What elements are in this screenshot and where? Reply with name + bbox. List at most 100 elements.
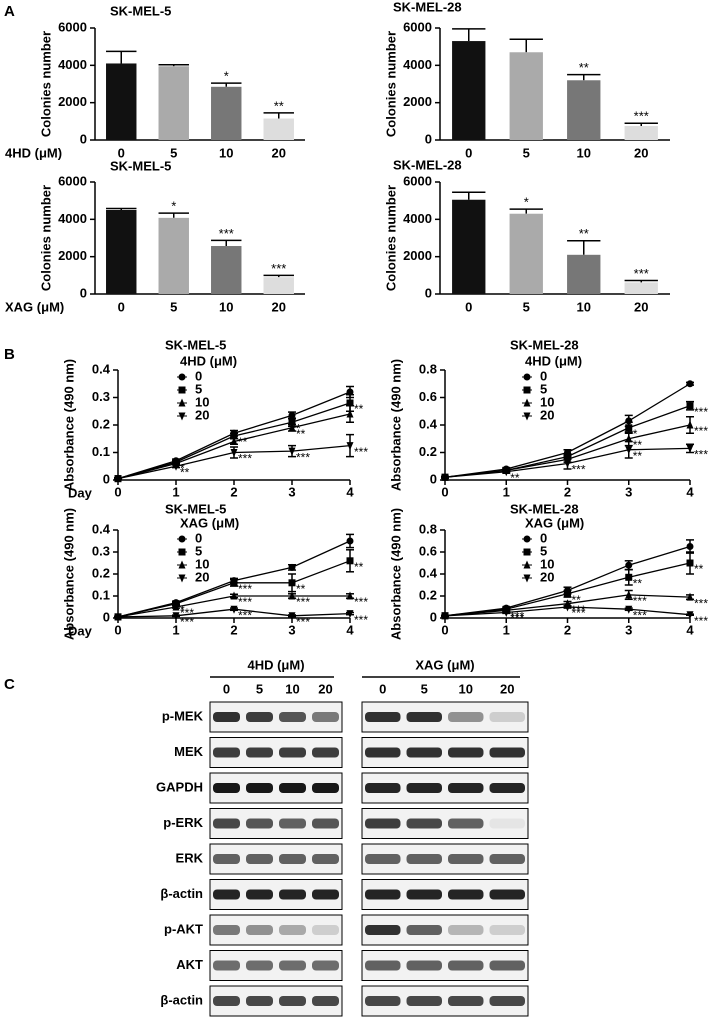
- point-label: ***: [572, 603, 586, 617]
- legend-label: 10: [195, 556, 209, 571]
- point-label: **: [296, 427, 306, 441]
- legend-label: 5: [540, 543, 547, 558]
- band: [365, 854, 401, 864]
- x-tick-label: 5: [523, 299, 530, 314]
- point-label: **: [633, 438, 643, 452]
- x-tick-label: 1: [503, 622, 510, 637]
- band: [406, 747, 442, 758]
- band: [365, 818, 401, 829]
- point-label: **: [572, 593, 582, 607]
- marker: [230, 591, 238, 600]
- point-label: ***: [572, 463, 586, 477]
- band: [406, 712, 442, 722]
- lane-label: 0: [223, 681, 230, 696]
- point-label: **: [633, 449, 643, 463]
- lane-label: 0: [379, 681, 386, 696]
- bar: [567, 80, 601, 140]
- x-tick-label: 20: [634, 145, 648, 160]
- y-tick-label: 0.1: [92, 587, 110, 602]
- marker: [230, 432, 238, 440]
- x-tick-label: 3: [625, 484, 632, 499]
- lane-label: 20: [318, 681, 332, 696]
- marker: [114, 613, 122, 622]
- band: [213, 818, 240, 829]
- row-label: GAPDH: [156, 779, 203, 794]
- lane-label: 20: [500, 681, 514, 696]
- marker: [686, 444, 694, 453]
- lane-label: 5: [421, 681, 428, 696]
- band: [312, 996, 339, 1006]
- point-label: **: [296, 582, 306, 596]
- band: [246, 783, 273, 793]
- marker: [288, 591, 296, 600]
- band: [279, 712, 306, 722]
- marker: [230, 605, 238, 614]
- row-label: ERK: [176, 850, 204, 865]
- bar: [263, 118, 294, 140]
- annotation: ***: [634, 266, 649, 281]
- marker: [686, 402, 694, 410]
- legend-marker: [523, 386, 531, 394]
- band: [448, 996, 484, 1006]
- marker: [686, 592, 694, 601]
- marker: [441, 612, 449, 621]
- band: [489, 996, 525, 1006]
- marker: [114, 475, 122, 484]
- chart-title: SK-MEL-5: [165, 501, 226, 516]
- annotation: **: [579, 226, 589, 241]
- band: [448, 818, 484, 829]
- y-tick-label: 0.2: [419, 444, 437, 459]
- row-label: β-actin: [160, 992, 203, 1007]
- band: [312, 747, 339, 758]
- band: [365, 960, 401, 971]
- legend-label: 5: [540, 381, 547, 396]
- y-tick-label: 0.4: [419, 565, 438, 580]
- band: [448, 854, 484, 864]
- legend-marker: [523, 560, 531, 569]
- x-tick-label: 5: [170, 299, 177, 314]
- y-tick-label: 0.6: [419, 543, 437, 558]
- legend-marker: [178, 412, 186, 421]
- y-axis-label: Colonies number: [38, 185, 53, 291]
- y-axis-label: Colonies number: [38, 31, 53, 137]
- band: [406, 783, 442, 793]
- x-tick-label: 1: [172, 484, 179, 499]
- x-tick-label: 10: [219, 299, 233, 314]
- group-label: 4HD (μM): [247, 657, 304, 672]
- x-tick-label: 0: [114, 484, 121, 499]
- y-tick-label: 6000: [403, 173, 432, 188]
- band: [279, 818, 306, 829]
- chart-title: SK-MEL-28: [510, 337, 579, 352]
- marker: [230, 579, 238, 587]
- legend-marker: [523, 412, 531, 421]
- marker: [441, 473, 449, 482]
- marker: [288, 563, 296, 571]
- chart-title: SK-MEL-28: [510, 501, 579, 516]
- marker: [625, 605, 633, 614]
- marker: [625, 573, 633, 581]
- band: [448, 783, 484, 793]
- legend-label: 0: [195, 368, 202, 383]
- point-label: **: [510, 471, 520, 485]
- y-tick-label: 4000: [403, 57, 432, 72]
- point-label: **: [238, 435, 248, 449]
- x-tick-label: 3: [625, 622, 632, 637]
- band: [489, 747, 525, 758]
- y-tick-label: 6000: [58, 173, 87, 188]
- x-tick-label: 20: [272, 145, 286, 160]
- marker: [172, 602, 180, 611]
- band: [279, 854, 306, 864]
- marker: [172, 612, 180, 621]
- x-tick-label: 5: [170, 145, 177, 160]
- point-label: ***: [354, 445, 368, 459]
- x-tick-label: 2: [230, 622, 237, 637]
- band: [489, 854, 525, 864]
- legend-label: 20: [540, 569, 554, 584]
- band: [448, 889, 484, 900]
- point-label: **: [354, 560, 364, 574]
- x-tick-label: 0: [465, 299, 472, 314]
- band: [279, 783, 306, 793]
- band: [312, 960, 339, 971]
- band: [489, 818, 525, 829]
